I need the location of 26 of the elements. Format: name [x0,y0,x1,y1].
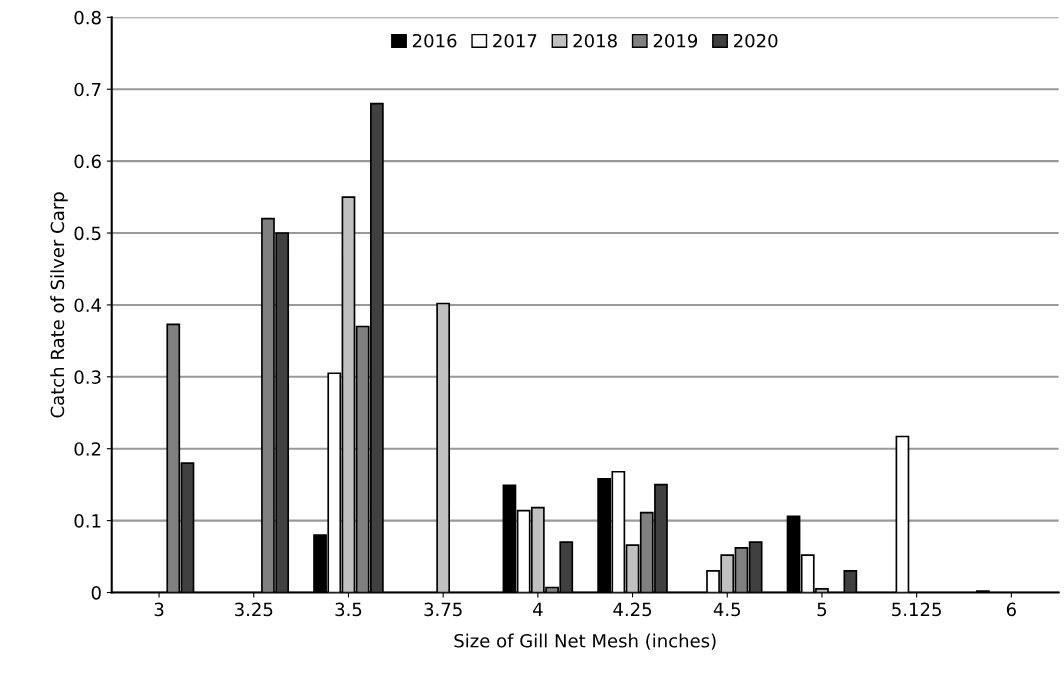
x-tick-label: 5.125 [892,602,941,617]
y-tick-label: 0.8 [74,10,101,25]
x-tick-label: 4.5 [713,602,741,617]
x-tick-label: 3.25 [235,602,273,617]
x-tick-label: 3.75 [424,602,462,617]
y-tick-label: 0.4 [74,298,101,313]
x-tick-label: 4 [532,602,543,616]
x-tick-label: 4.25 [613,602,652,617]
y-tick-label: 0.3 [74,370,101,384]
y-tick-label: 0.7 [74,82,101,97]
x-axis-title: Size of Gill Net Mesh (inches) [454,633,716,650]
x-tick-label: 3.5 [335,602,362,617]
x-tick-label: 6 [1006,602,1016,617]
y-tick-label: 0.5 [74,226,101,241]
y-tick-label: 0.2 [74,442,101,456]
y-tick-label: 0.6 [74,154,101,169]
legend-label: 2019 [653,33,698,48]
y-tick-label: 0 [91,585,101,600]
legend-label: 2017 [493,33,537,48]
legend-label: 2018 [573,33,617,48]
legend-label: 2016 [412,33,457,48]
x-tick-label: 3 [154,602,164,617]
y-axis-title: Catch Rate of Silver Carp [50,192,68,418]
y-tick-label: 0.1 [74,514,101,528]
x-tick-label: 5 [817,602,827,617]
legend-label: 2020 [733,33,778,48]
